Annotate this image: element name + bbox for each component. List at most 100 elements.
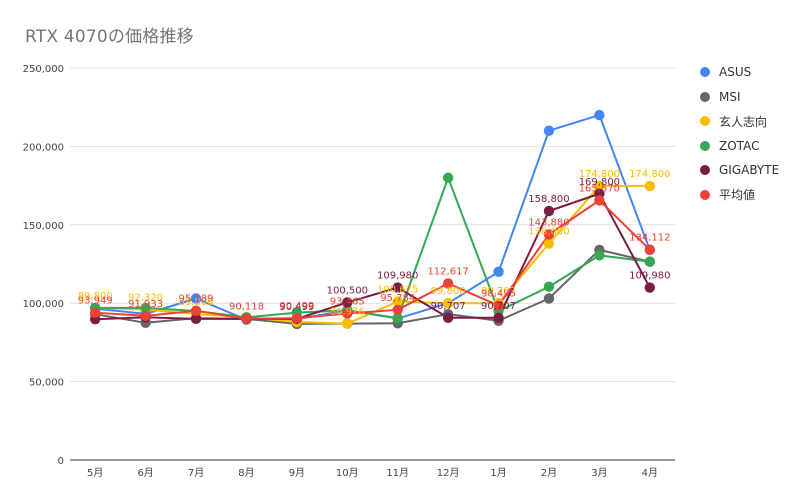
data-point — [140, 310, 151, 322]
data-point — [392, 296, 403, 307]
legend-item: ZOTAC — [700, 134, 810, 159]
data-label: 109,980 — [629, 271, 670, 282]
series-line — [95, 199, 651, 320]
legend-item: GIGABYTE — [700, 158, 810, 183]
legend-item: ASUS — [700, 60, 810, 85]
data-point — [392, 304, 403, 316]
data-label: 98,495 — [481, 289, 516, 300]
x-tick-label: 8月 — [238, 467, 254, 479]
legend-swatch — [700, 189, 710, 200]
series-line — [95, 176, 650, 320]
data-point — [644, 180, 655, 192]
data-label: 138,000 — [528, 227, 569, 238]
data-point — [442, 298, 454, 309]
data-point — [342, 318, 353, 329]
data-point — [594, 195, 605, 206]
y-tick-label: 200,000 — [23, 142, 64, 153]
legend-swatch — [700, 116, 710, 127]
y-tick-label: 0 — [58, 456, 64, 467]
data-point — [543, 205, 555, 217]
data-point — [644, 282, 655, 293]
data-point — [342, 297, 353, 308]
data-point — [543, 238, 555, 249]
data-label: 143,880 — [528, 217, 569, 228]
x-tick-label: 1月 — [490, 467, 506, 479]
data-point — [493, 300, 504, 311]
data-point — [543, 229, 555, 240]
data-point — [442, 312, 454, 323]
series-line — [95, 192, 651, 321]
data-label: 92,320 — [128, 292, 163, 303]
data-label: 174,800 — [629, 169, 670, 180]
legend-item: 平均値 — [700, 183, 810, 208]
data-point — [644, 244, 655, 255]
y-tick-label: 150,000 — [23, 221, 64, 232]
data-label: 174,800 — [579, 169, 620, 180]
data-label: 169,800 — [579, 177, 620, 188]
data-label: 112,617 — [427, 266, 468, 277]
x-tick-label: 9月 — [289, 467, 305, 479]
y-tick-label: 250,000 — [23, 64, 64, 75]
legend-label: 玄人志向 — [719, 114, 768, 129]
x-tick-label: 11月 — [386, 467, 409, 479]
legend-label: MSI — [719, 89, 741, 104]
data-point — [594, 109, 605, 121]
legend-item: MSI — [700, 85, 810, 110]
legend-swatch — [700, 67, 710, 78]
data-label: 89,800 — [179, 297, 214, 308]
data-point — [392, 312, 403, 324]
data-point — [543, 281, 555, 292]
legend-label: 平均値 — [719, 188, 756, 203]
data-label: 95,784 — [380, 293, 415, 304]
data-point — [190, 305, 202, 316]
data-point — [594, 250, 605, 261]
data-label: 89,800 — [78, 291, 113, 302]
data-point — [442, 172, 454, 183]
legend-swatch — [700, 140, 710, 151]
legend-swatch — [700, 165, 710, 176]
x-tick-label: 12月 — [437, 467, 460, 479]
y-tick-label: 100,000 — [23, 299, 64, 310]
legend-label: GIGABYTE — [719, 163, 780, 178]
data-label: 90,707 — [481, 301, 516, 312]
data-label: 100,500 — [327, 285, 368, 296]
data-point — [543, 293, 555, 304]
data-point — [190, 293, 202, 304]
data-label: 86,976 — [330, 307, 365, 318]
data-label: 95,189 — [179, 294, 214, 305]
x-tick-label: 5月 — [87, 467, 103, 479]
x-tick-label: 7月 — [188, 467, 204, 479]
data-point — [140, 302, 151, 314]
data-point — [594, 180, 605, 192]
data-point — [493, 266, 504, 278]
data-label: 90,499 — [279, 302, 314, 313]
data-label: 90,707 — [431, 301, 466, 312]
data-label: 109,980 — [377, 271, 418, 282]
legend-swatch — [700, 91, 710, 102]
data-point — [241, 313, 252, 324]
data-label: 93,949 — [78, 296, 113, 307]
data-label: 134,112 — [629, 233, 670, 244]
data-point — [342, 308, 353, 319]
data-label: 90,499 — [279, 301, 314, 312]
data-label: 90,118 — [229, 302, 264, 313]
data-point — [644, 256, 655, 267]
data-point — [90, 307, 101, 318]
data-point — [543, 125, 555, 136]
data-label: 100,675 — [377, 285, 418, 296]
data-label: 90,707 — [481, 286, 516, 297]
x-tick-label: 6月 — [137, 467, 153, 479]
data-label: 91,933 — [128, 299, 163, 310]
y-tick-label: 50,000 — [29, 378, 64, 389]
data-label: 93,465 — [330, 296, 365, 307]
data-label: 158,800 — [528, 194, 569, 205]
data-point — [493, 312, 504, 323]
legend-item: 玄人志向 — [700, 109, 810, 134]
chart-title: RTX 4070の価格推移 — [25, 27, 194, 47]
x-tick-label: 4月 — [642, 467, 658, 479]
data-label: 165,570 — [579, 183, 620, 194]
data-point — [392, 282, 403, 293]
chart-legend: ASUS MSI 玄人志向 ZOTAC GIGABYTE 平均値 — [700, 60, 810, 207]
